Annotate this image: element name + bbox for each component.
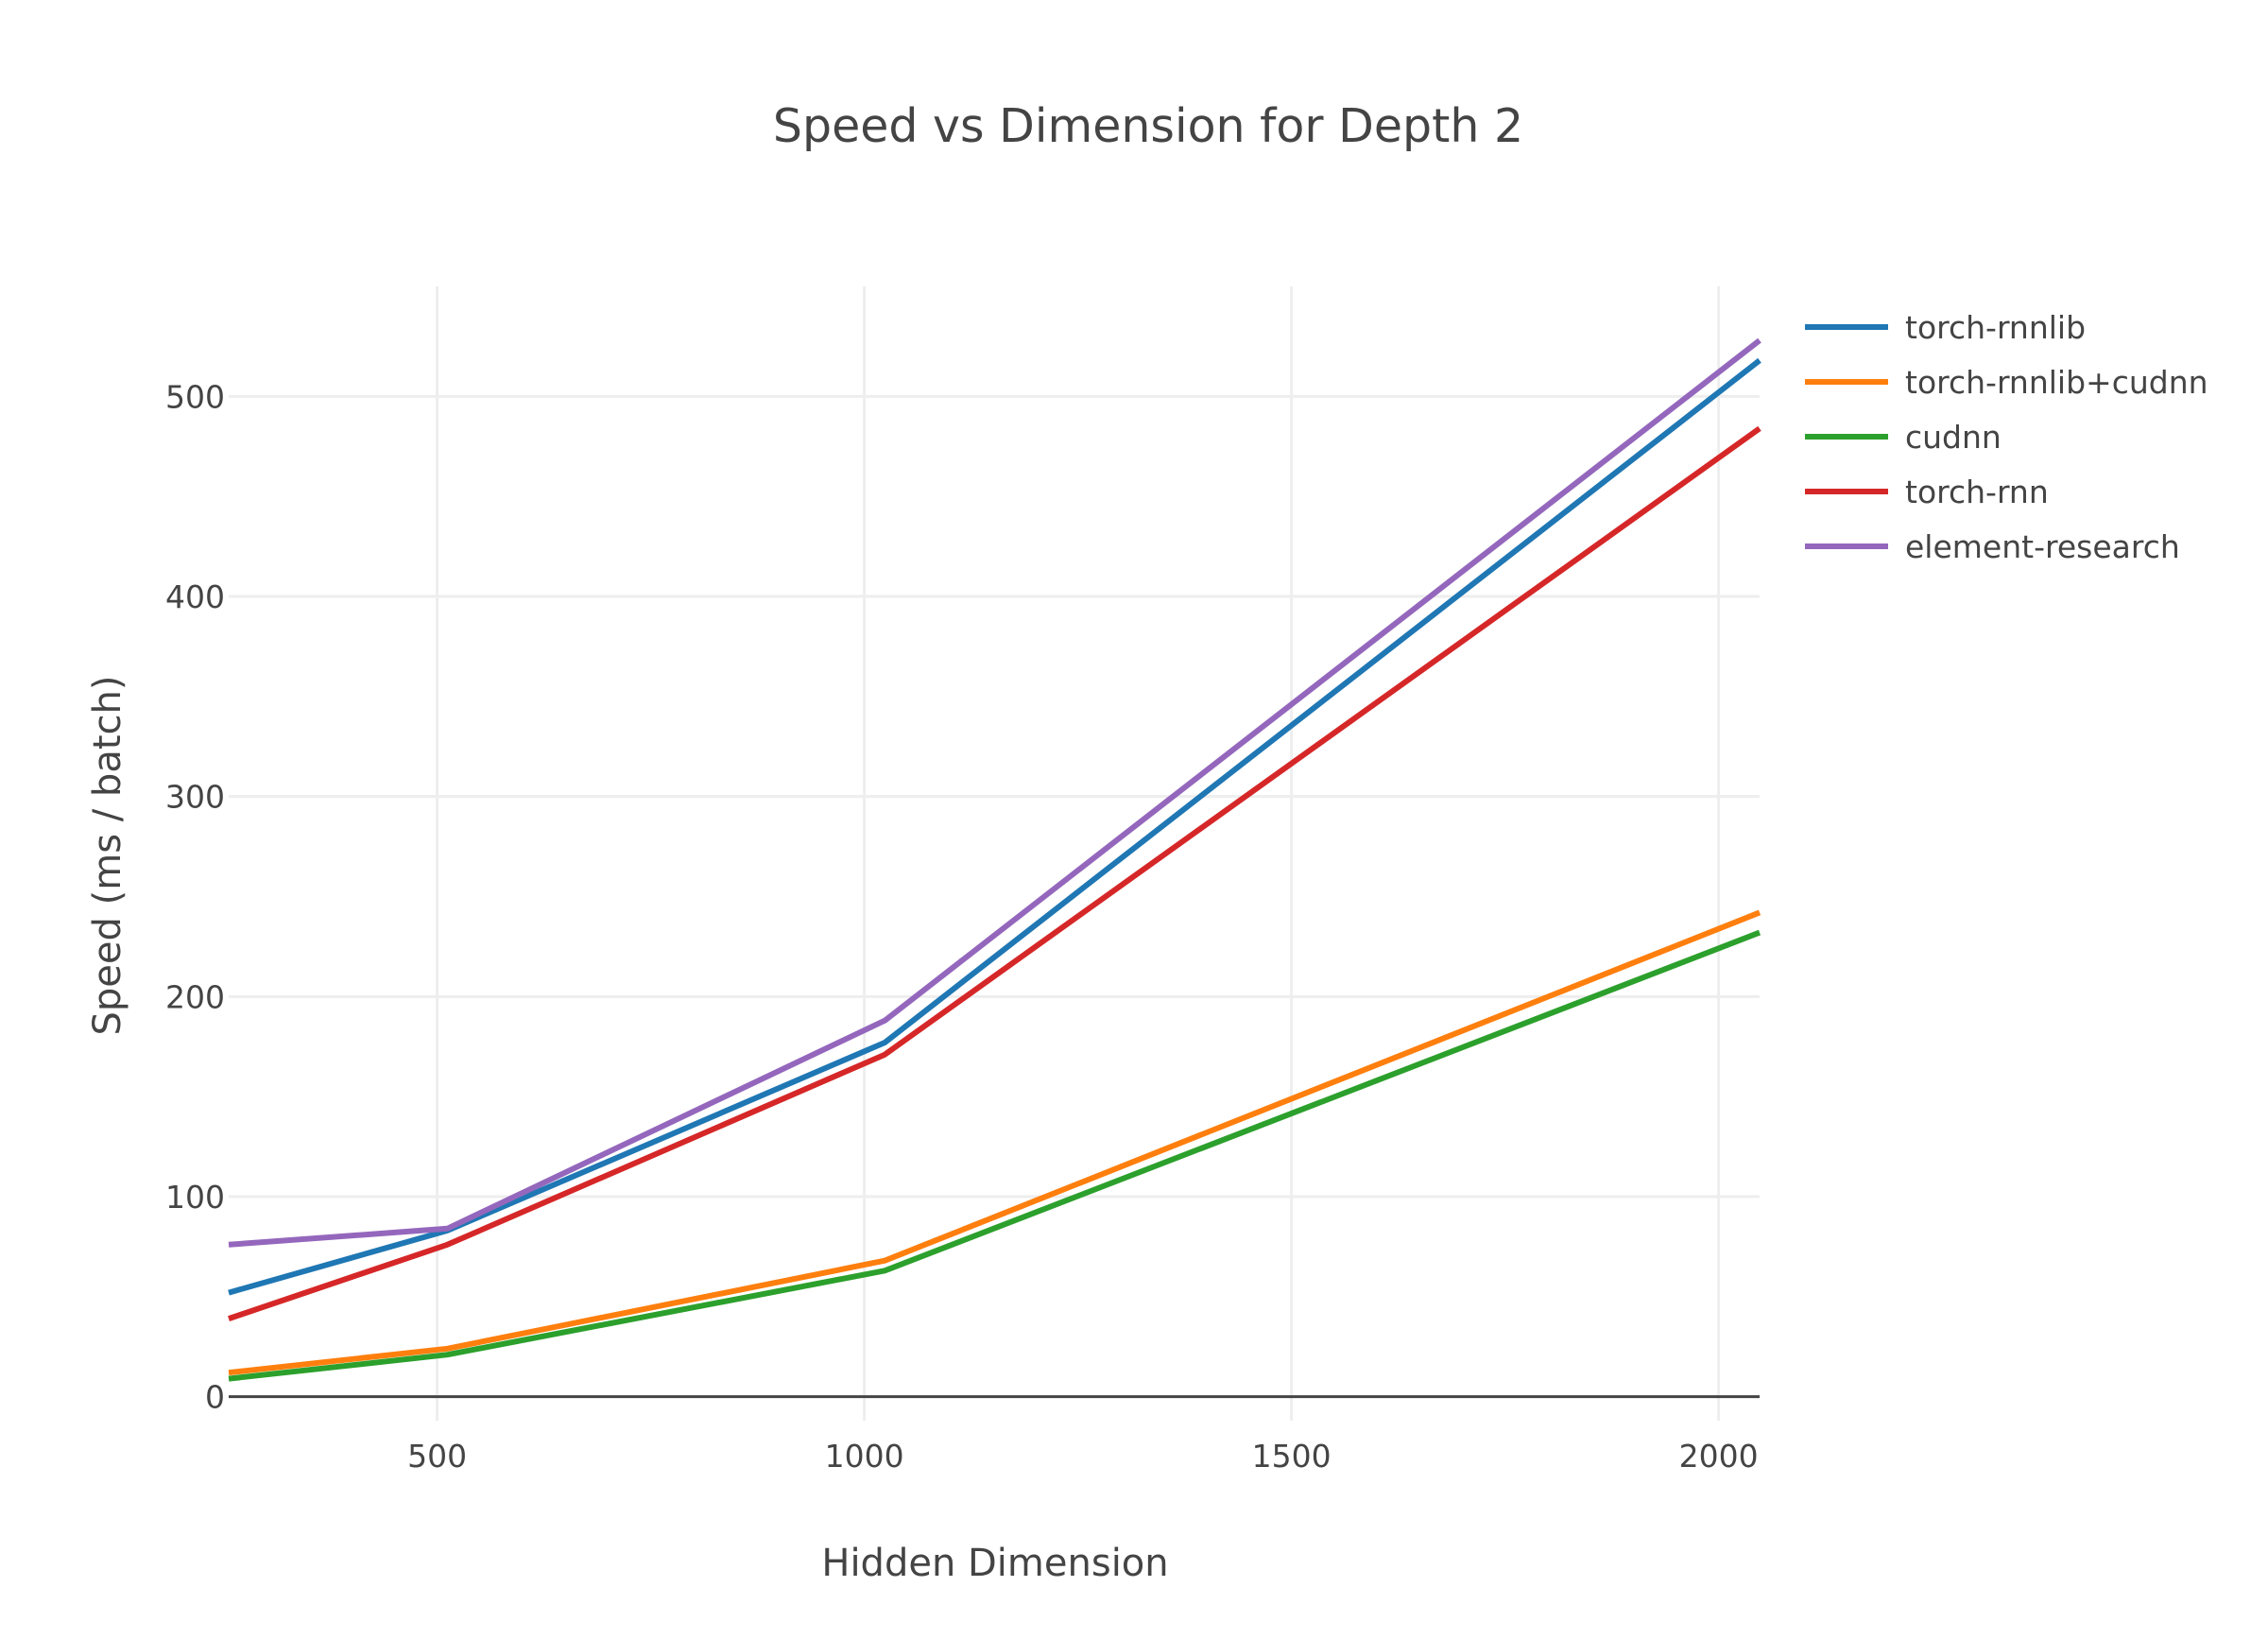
legend-item-element-research[interactable]: element-research [1805, 528, 2180, 565]
legend: torch-rnnlib torch-rnnlib+cudnn cudnn torch… [1805, 309, 2208, 565]
legend-label-torch-rnnlib: torch-rnnlib [1905, 309, 2086, 346]
legend-item-cudnn[interactable]: cudnn [1805, 419, 2002, 456]
legend-label-cudnn: cudnn [1905, 419, 2002, 456]
y-tick-label-0: 0 [205, 1379, 225, 1416]
y-tick-label-100: 100 [165, 1179, 225, 1216]
legend-item-torch-rnn[interactable]: torch-rnn [1805, 474, 2049, 510]
y-tick-label-300: 300 [165, 779, 225, 816]
x-tick-label-1500: 1500 [1252, 1438, 1332, 1475]
y-axis-title: Speed (ms / batch) [86, 676, 129, 1036]
plot-area [228, 337, 1761, 1382]
chart-title: Speed vs Dimension for Depth 2 [773, 99, 1523, 153]
x-tick-label-1000: 1000 [825, 1438, 904, 1475]
gridlines [229, 286, 1760, 1421]
x-tick-label-500: 500 [407, 1438, 467, 1475]
series-line-torch-rnn [228, 425, 1761, 1321]
legend-label-torch-rnnlib+cudnn: torch-rnnlib+cudnn [1905, 364, 2208, 401]
series-line-torch-rnnlib [228, 357, 1761, 1296]
y-tick-label-200: 200 [165, 978, 225, 1015]
series-line-torch-rnnlib+cudnn [228, 909, 1761, 1376]
legend-label-torch-rnn: torch-rnn [1905, 474, 2049, 510]
legend-label-element-research: element-research [1905, 528, 2180, 565]
x-axis-title: Hidden Dimension [821, 1542, 1168, 1585]
x-tick-label-2000: 2000 [1679, 1438, 1759, 1475]
y-tick-label-400: 400 [165, 578, 225, 615]
series-line-cudnn [228, 929, 1761, 1382]
y-tick-label-500: 500 [165, 378, 225, 415]
legend-item-torch-rnnlib[interactable]: torch-rnnlib [1805, 309, 2086, 346]
axes: 500 1000 1500 2000 0 100 200 300 400 500 [165, 378, 1760, 1475]
series-line-element-research [228, 337, 1761, 1248]
legend-item-torch-rnnlib+cudnn[interactable]: torch-rnnlib+cudnn [1805, 364, 2208, 401]
